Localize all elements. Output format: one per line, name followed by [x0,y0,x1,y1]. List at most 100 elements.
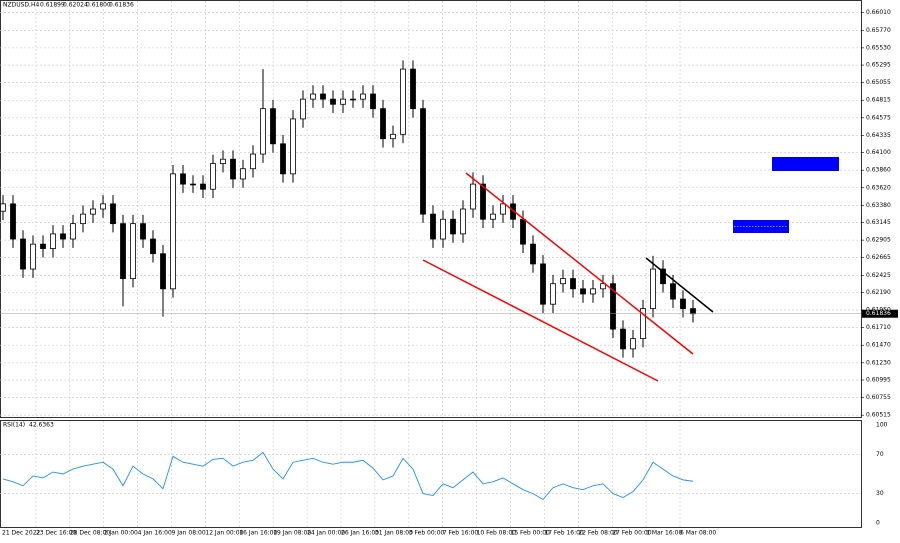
candle-body [120,223,126,279]
candle-body [250,153,256,170]
candle-body [450,218,456,235]
ohlc-low: 0.61800 [86,2,111,9]
last-price-label: 0.61836 [866,310,891,317]
candle-body [620,328,626,350]
candle-body [10,203,16,240]
y-tick-label: 0.61470 [866,342,891,349]
candle-body [130,223,136,279]
y-tick-label: 0.65055 [866,79,891,86]
y-tick-label: 0.64100 [866,149,891,156]
candle-body [210,163,216,190]
candle-body [180,173,186,185]
candle-body [100,203,106,210]
x-tick-label: 21 Dec 2022 [2,530,41,537]
x-tick-label: 9 Jan 08:00 [172,530,206,537]
candle-body [560,278,566,285]
x-tick-label: 27 Feb 00:00 [612,530,652,537]
candle-body [600,283,606,290]
ohlc-open: 0.61899 [40,2,65,9]
candle-body [290,118,296,175]
candle-body [40,243,46,249]
candle-body [650,268,656,310]
candle-body [460,208,466,235]
x-tick-label: 24 Jan 00:00 [307,530,345,537]
candle-body [170,173,176,290]
y-tick-label: 0.62425 [866,272,891,279]
rsi-panel [0,420,862,528]
candle-body [190,183,196,186]
candle-body [580,288,586,295]
main-panel [0,0,862,418]
candle-body [160,253,166,290]
candle-body [90,208,96,215]
grid [0,1,864,527]
candle-body [660,268,666,285]
candle-body [110,203,116,225]
candle-body [50,233,56,249]
candle-body [280,143,286,175]
candle-body [670,283,676,300]
y-tick-label: 0.61710 [866,324,891,331]
x-tick-label: 15 Feb 00:00 [511,530,551,537]
x-tick-label: 6 Mar 08:00 [680,530,716,537]
y-tick-label: 30 [876,490,884,497]
y-tick-label: 0.64575 [866,114,891,121]
target-zone [772,157,839,171]
marks [0,60,861,501]
trendline-lower [422,259,659,382]
candle-body [420,108,426,215]
candle-body [270,108,276,145]
candle-body [150,238,156,255]
candle-body [30,243,36,270]
x-tick-label: 10 Feb 08:00 [477,530,517,537]
candle-body [60,233,66,240]
candle-body [480,183,486,220]
candle-body [240,168,246,180]
y-tick-label: 70 [876,451,884,458]
x-tick-label: 16 Jan 16:00 [239,530,277,537]
x-tick-label: 22 Feb 08:00 [578,530,618,537]
x-tick-label: 28 Dec 08:00 [70,530,111,537]
candle-body [230,158,236,180]
candle-body [70,223,76,240]
candle-body [20,238,26,270]
y-tick-label: 0.66010 [866,9,891,16]
y-tick-label: 0.63620 [866,184,891,191]
y-tick-label: 0.65770 [866,27,891,34]
candle-body [260,108,266,155]
x-tick-label: 19 Jan 08:00 [273,530,311,537]
x-tick-label: 4 Jan 16:00 [138,530,172,537]
candle-body [380,108,386,140]
candle-body [470,183,476,210]
trendline-resistance [645,257,714,313]
candle-body [300,98,306,120]
y-tick-label: 0.62905 [866,237,891,244]
candle-body [640,308,646,340]
x-tick-label: 17 Feb 16:00 [544,530,584,537]
x-tick-label: 31 Jan 08:00 [375,530,413,537]
symbol: NZDUSD,H4 [3,2,39,9]
x-tick-label: 7 Feb 16:00 [443,530,479,537]
x-tick-label: 1 Mar 16:00 [646,530,682,537]
ohlc-close: 0.61836 [109,2,134,9]
candle-body [320,93,326,100]
candle-body [140,223,146,240]
candle-body [690,308,696,315]
candle-body [310,93,316,100]
candle-body [520,218,526,245]
candle-body [390,133,396,140]
candle-body [540,263,546,305]
y-tick-label: 0.64815 [866,97,891,104]
candle-body [530,243,536,265]
candle-body [610,283,616,330]
x-tick-label: 2 Jan 00:00 [104,530,138,537]
last-price-box [862,309,898,318]
rsi-label: RSI(14) [3,422,25,429]
candle-body [80,213,86,225]
trendline-upper [465,172,694,355]
y-tick-label: 100 [876,422,888,429]
candle-body [350,98,356,101]
candle-body [340,98,346,105]
x-tick-label: 26 Jan 16:00 [341,530,379,537]
